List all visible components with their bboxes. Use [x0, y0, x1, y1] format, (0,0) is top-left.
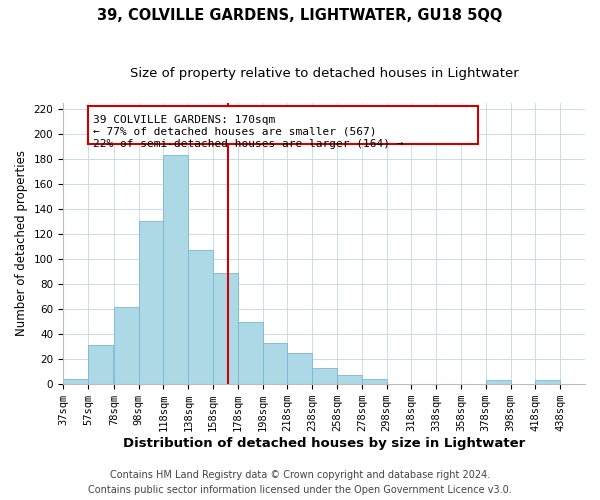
Bar [312, 368, 337, 384]
Bar [139, 222, 163, 384]
Bar [88, 106, 478, 144]
Bar [535, 380, 560, 384]
Bar [188, 250, 213, 384]
Bar [63, 379, 88, 384]
Bar [238, 322, 263, 384]
Text: ← 77% of detached houses are smaller (567): ← 77% of detached houses are smaller (56… [93, 126, 376, 136]
Bar [88, 346, 113, 384]
Bar [263, 343, 287, 384]
Bar [114, 306, 139, 384]
Text: 39, COLVILLE GARDENS, LIGHTWATER, GU18 5QQ: 39, COLVILLE GARDENS, LIGHTWATER, GU18 5… [97, 8, 503, 22]
Bar [337, 376, 362, 384]
Text: 22% of semi-detached houses are larger (164) →: 22% of semi-detached houses are larger (… [93, 138, 403, 148]
Bar [287, 353, 312, 384]
Bar [362, 379, 386, 384]
Bar [213, 273, 238, 384]
Title: Size of property relative to detached houses in Lightwater: Size of property relative to detached ho… [130, 68, 518, 80]
Bar [163, 155, 188, 384]
Text: 39 COLVILLE GARDENS: 170sqm: 39 COLVILLE GARDENS: 170sqm [93, 114, 275, 124]
X-axis label: Distribution of detached houses by size in Lightwater: Distribution of detached houses by size … [123, 437, 525, 450]
Y-axis label: Number of detached properties: Number of detached properties [15, 150, 28, 336]
Text: Contains HM Land Registry data © Crown copyright and database right 2024.
Contai: Contains HM Land Registry data © Crown c… [88, 470, 512, 495]
Bar [486, 380, 511, 384]
